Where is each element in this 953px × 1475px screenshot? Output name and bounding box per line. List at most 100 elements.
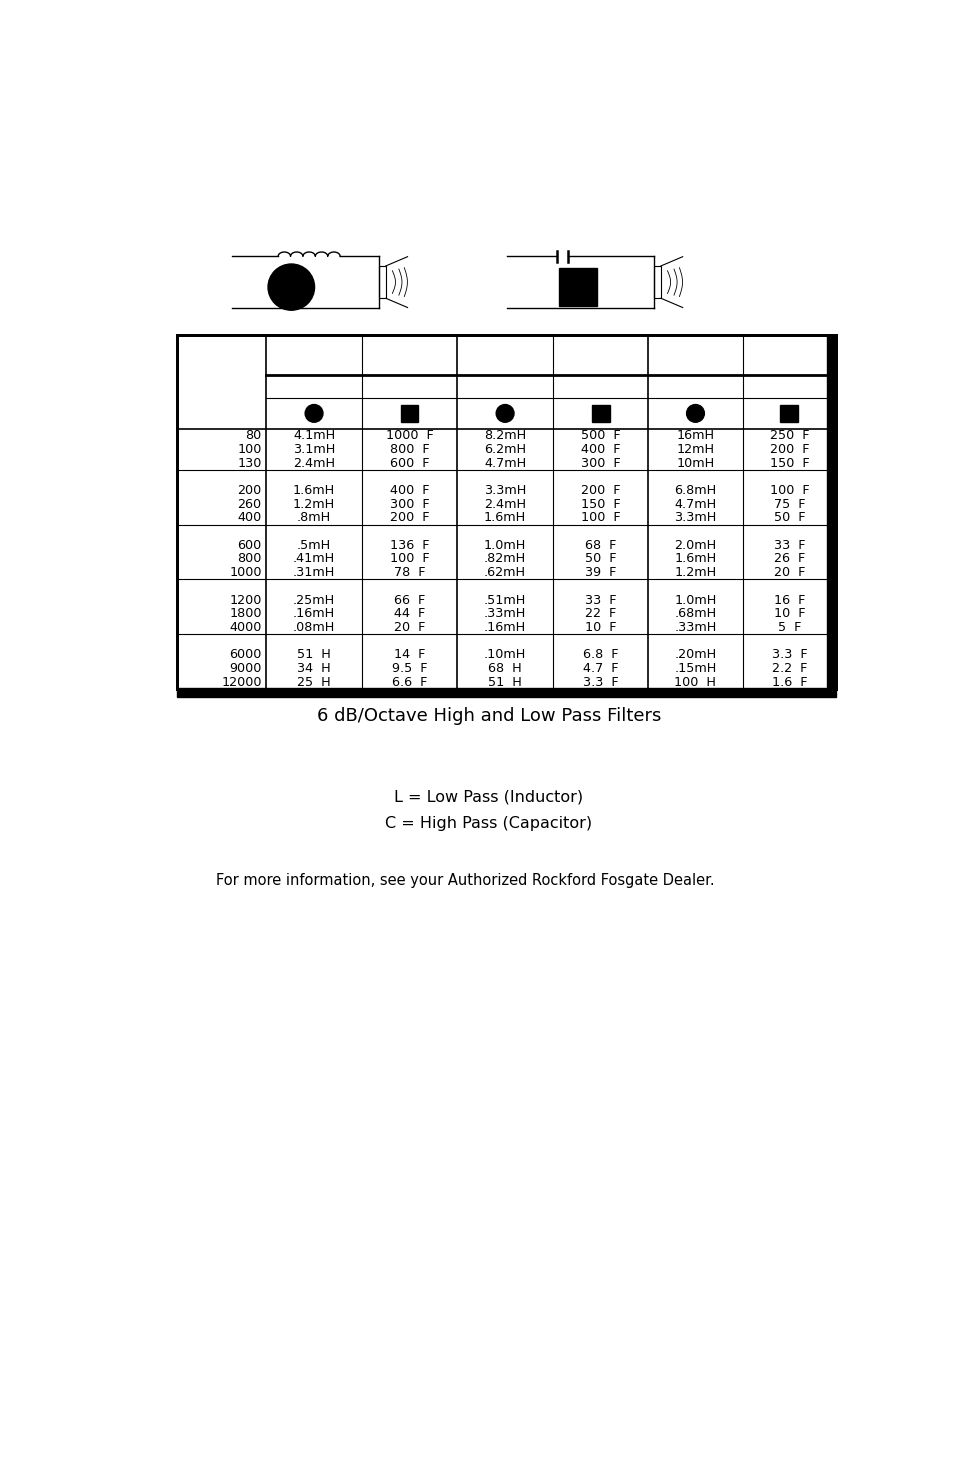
Text: 1.6  F: 1.6 F	[771, 676, 806, 689]
Bar	[177, 335, 835, 689]
Text: 200: 200	[237, 484, 261, 497]
Text: 9000: 9000	[229, 662, 261, 676]
Text: 1200: 1200	[229, 593, 261, 606]
Text: .5mH: .5mH	[296, 538, 331, 552]
Text: 68  H: 68 H	[488, 662, 521, 676]
Text: 12mH: 12mH	[676, 442, 714, 456]
Text: 400  F: 400 F	[390, 484, 429, 497]
Text: 9.5  F: 9.5 F	[392, 662, 427, 676]
Text: 2.2  F: 2.2 F	[771, 662, 806, 676]
Text: 3.3  F: 3.3 F	[771, 649, 806, 661]
Text: 50  F: 50 F	[584, 553, 616, 565]
Text: 3.1mH: 3.1mH	[293, 442, 335, 456]
Text: 50  F: 50 F	[773, 512, 804, 524]
Text: 20  F: 20 F	[773, 566, 804, 580]
Circle shape	[268, 264, 314, 310]
Text: 260: 260	[237, 497, 261, 510]
Text: 6.6  F: 6.6 F	[392, 676, 427, 689]
Text: .51mH: .51mH	[483, 593, 526, 606]
Text: 1.6mH: 1.6mH	[293, 484, 335, 497]
Text: 2.4mH: 2.4mH	[483, 497, 526, 510]
Text: 250  F: 250 F	[769, 429, 808, 442]
Text: .33mH: .33mH	[674, 621, 716, 634]
Text: 8.2mH: 8.2mH	[483, 429, 526, 442]
Text: 6000: 6000	[229, 649, 261, 661]
Text: 20  F: 20 F	[394, 621, 425, 634]
Text: 3.3  F: 3.3 F	[582, 676, 618, 689]
Text: 1.2mH: 1.2mH	[293, 497, 335, 510]
Text: 500  F: 500 F	[580, 429, 619, 442]
Text: 100  F: 100 F	[390, 553, 429, 565]
Text: 3.3mH: 3.3mH	[674, 512, 716, 524]
Text: 33  F: 33 F	[773, 538, 804, 552]
Text: 14  F: 14 F	[394, 649, 425, 661]
Text: 33  F: 33 F	[584, 593, 616, 606]
Circle shape	[496, 404, 514, 422]
Text: .82mH: .82mH	[483, 553, 526, 565]
Text: 130: 130	[237, 457, 261, 469]
Text: 200  F: 200 F	[769, 442, 808, 456]
Text: 75  F: 75 F	[773, 497, 804, 510]
Bar	[654, 266, 660, 298]
Text: 16  F: 16 F	[773, 593, 804, 606]
Text: 1800: 1800	[229, 608, 261, 620]
Text: 600: 600	[237, 538, 261, 552]
Circle shape	[305, 404, 323, 422]
Text: 39  F: 39 F	[584, 566, 616, 580]
Text: 4.7  F: 4.7 F	[582, 662, 618, 676]
Text: 1.0mH: 1.0mH	[674, 593, 716, 606]
Text: 1000  F: 1000 F	[385, 429, 433, 442]
Text: 25  H: 25 H	[297, 676, 331, 689]
Text: .8mH: .8mH	[296, 512, 331, 524]
Text: L = Low Pass (Inductor): L = Low Pass (Inductor)	[394, 789, 583, 804]
Text: 1.6mH: 1.6mH	[483, 512, 526, 524]
Text: 150  F: 150 F	[769, 457, 808, 469]
Text: 4.7mH: 4.7mH	[674, 497, 716, 510]
Text: .41mH: .41mH	[293, 553, 335, 565]
Text: 26  F: 26 F	[773, 553, 804, 565]
Text: 68  F: 68 F	[584, 538, 616, 552]
Text: .33mH: .33mH	[483, 608, 526, 620]
Text: 100  F: 100 F	[580, 512, 619, 524]
Bar	[826, 335, 835, 689]
Bar	[591, 404, 609, 422]
Bar	[558, 268, 597, 307]
Text: 800  F: 800 F	[390, 442, 429, 456]
Text: 66  F: 66 F	[394, 593, 425, 606]
Text: 100  F: 100 F	[769, 484, 808, 497]
Text: 51  H: 51 H	[296, 649, 331, 661]
Text: .31mH: .31mH	[293, 566, 335, 580]
Text: 400  F: 400 F	[580, 442, 619, 456]
Text: 400: 400	[237, 512, 261, 524]
Text: 300  F: 300 F	[390, 497, 429, 510]
Text: 1.0mH: 1.0mH	[483, 538, 526, 552]
Text: 200  F: 200 F	[390, 512, 429, 524]
Text: 3.3mH: 3.3mH	[483, 484, 526, 497]
Bar	[177, 687, 835, 696]
Text: 6.8mH: 6.8mH	[674, 484, 716, 497]
Text: 1000: 1000	[229, 566, 261, 580]
Text: 300  F: 300 F	[580, 457, 619, 469]
Text: 100: 100	[237, 442, 261, 456]
Text: 80: 80	[245, 429, 261, 442]
Text: 10mH: 10mH	[676, 457, 714, 469]
Text: 10  F: 10 F	[773, 608, 804, 620]
Text: .08mH: .08mH	[293, 621, 335, 634]
Text: .62mH: .62mH	[483, 566, 526, 580]
Text: 100  H: 100 H	[674, 676, 716, 689]
Text: 4.7mH: 4.7mH	[483, 457, 526, 469]
Text: 2.4mH: 2.4mH	[293, 457, 335, 469]
Text: 200  F: 200 F	[580, 484, 619, 497]
Circle shape	[686, 404, 703, 422]
Text: For more information, see your Authorized Rockford Fosgate Dealer.: For more information, see your Authorize…	[216, 873, 714, 888]
Text: 600  F: 600 F	[390, 457, 429, 469]
Text: 1.2mH: 1.2mH	[674, 566, 716, 580]
Text: 4000: 4000	[229, 621, 261, 634]
Text: 34  H: 34 H	[297, 662, 331, 676]
Bar	[780, 404, 798, 422]
Text: 12000: 12000	[221, 676, 261, 689]
Text: .68mH: .68mH	[674, 608, 716, 620]
Bar	[378, 266, 385, 298]
Text: 800: 800	[237, 553, 261, 565]
Text: 6 dB/Octave High and Low Pass Filters: 6 dB/Octave High and Low Pass Filters	[316, 707, 660, 726]
